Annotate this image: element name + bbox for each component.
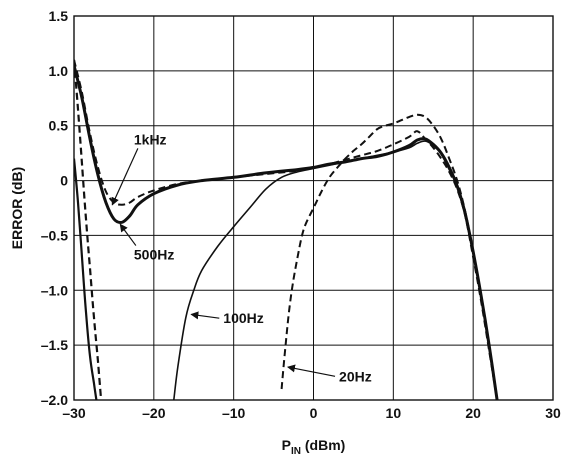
y-tick-label: –2.0 xyxy=(41,392,68,408)
x-axis-title-main: P xyxy=(282,437,291,453)
y-tick-label: 1.5 xyxy=(49,8,69,24)
y-tick-label: –1.5 xyxy=(41,337,68,353)
y-tick-label: 1.0 xyxy=(49,63,69,79)
annotation-arrow xyxy=(190,311,220,320)
annotation-label: 1kHz xyxy=(134,131,167,147)
x-tick-label: 20 xyxy=(465,405,481,421)
y-axis-title: ERROR (dB) xyxy=(9,167,25,249)
annotation-arrow xyxy=(119,223,137,246)
y-tick-labels: 1.5 1.0 0.5 0 –0.5 –1.0 –1.5 –2.0 xyxy=(41,8,68,408)
x-tick-label: –30 xyxy=(62,405,86,421)
x-tick-label: 10 xyxy=(386,405,402,421)
series-line-1khz xyxy=(74,59,499,400)
x-tick-label: 30 xyxy=(545,405,561,421)
x-tick-label: –10 xyxy=(222,405,246,421)
y-tick-label: –0.5 xyxy=(41,227,68,243)
series-line xyxy=(74,59,103,400)
annotations: 1kHz 500Hz 100Hz 20Hz xyxy=(111,131,372,384)
series-line xyxy=(74,158,98,400)
y-tick-label: 0.5 xyxy=(49,118,69,134)
grid-lines xyxy=(74,16,553,400)
x-tick-label: 0 xyxy=(310,405,318,421)
x-axis-title: PIN (dBm) xyxy=(282,437,346,457)
annotation-arrow xyxy=(111,148,139,206)
series-lines xyxy=(74,59,499,400)
y-tick-label: –1.0 xyxy=(41,282,68,298)
series-line-100hz xyxy=(173,140,498,400)
annotation-label: 100Hz xyxy=(223,310,263,326)
y-tick-label: 0 xyxy=(60,173,68,189)
x-tick-labels: –30 –20 –10 0 10 20 30 xyxy=(62,405,561,421)
annotation-label: 500Hz xyxy=(134,247,174,263)
x-axis-title-subscript: IN xyxy=(291,446,301,457)
plot-frame xyxy=(73,15,554,401)
annotation-arrow xyxy=(286,364,336,377)
series-line-20hz xyxy=(280,113,499,400)
annotation-label: 20Hz xyxy=(339,368,372,384)
x-tick-label: –20 xyxy=(142,405,166,421)
x-axis-title-unit: (dBm) xyxy=(301,437,345,453)
